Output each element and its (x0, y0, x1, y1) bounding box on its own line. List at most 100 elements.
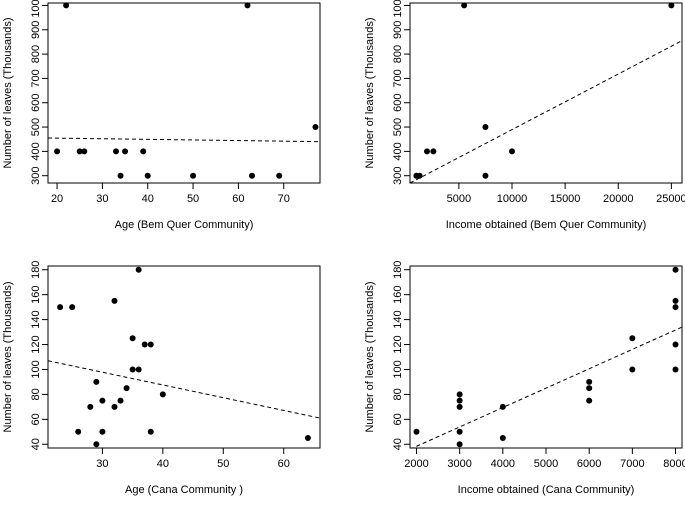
data-point (456, 397, 463, 404)
y-tick-label: 140 (392, 310, 404, 328)
data-point (111, 297, 118, 304)
plot-frame (47, 265, 321, 449)
y-tick-label: 800 (30, 45, 42, 63)
y-tick-label: 100 (30, 360, 42, 378)
y-axis-title: Number of leaves (Thousands) (364, 281, 376, 432)
data-point (482, 124, 489, 131)
y-tick-label: 900 (392, 21, 404, 39)
data-point (672, 366, 679, 373)
x-tick-label: 6000 (577, 458, 601, 470)
trend-line (411, 326, 682, 448)
y-tick-label: 1000 (30, 0, 42, 18)
data-point (75, 428, 82, 435)
x-tick-label: 50 (217, 458, 229, 470)
x-axis-title: Income obtained (Bem Quer Community) (446, 219, 647, 231)
x-tick-label: 30 (96, 458, 108, 470)
y-tick-label: 160 (30, 285, 42, 303)
data-point (76, 148, 83, 155)
x-tick-label: 70 (278, 193, 290, 205)
data-point (586, 397, 593, 404)
data-point (63, 2, 70, 9)
x-tick-label: 30 (96, 193, 108, 205)
y-tick-label: 120 (30, 335, 42, 353)
x-tick-label: 7000 (620, 458, 644, 470)
data-point (123, 385, 130, 392)
x-tick-label: 2000 (404, 458, 428, 470)
data-point (147, 341, 154, 348)
y-tick-label: 600 (30, 94, 42, 112)
y-tick-label: 40 (30, 438, 42, 450)
data-point (249, 172, 255, 179)
data-point (430, 148, 437, 155)
data-point (456, 403, 463, 410)
data-point (190, 172, 197, 179)
data-point (416, 172, 423, 179)
data-point (117, 172, 124, 179)
y-tick-label: 1000 (392, 0, 404, 18)
y-tick-label: 140 (30, 310, 42, 328)
x-axis-title: Age (Cana Community ) (125, 484, 243, 496)
x-tick-label: 4000 (491, 458, 515, 470)
y-tick-label: 80 (392, 388, 404, 400)
y-axis-title: Number of leaves (Thousands) (2, 281, 14, 432)
plot-frame (409, 2, 683, 184)
data-point (135, 266, 142, 273)
data-point (69, 304, 76, 311)
y-axis-title: Number of leaves (Thousands) (2, 17, 14, 168)
y-tick-label: 120 (392, 335, 404, 353)
data-point (57, 304, 64, 311)
x-tick-label: 10000 (497, 193, 528, 205)
y-tick-label: 500 (392, 118, 404, 136)
y-tick-label: 300 (392, 167, 404, 185)
data-point (159, 391, 166, 398)
x-tick-label: 40 (157, 458, 169, 470)
data-point (141, 341, 148, 348)
data-point (424, 148, 430, 155)
x-tick-label: 20000 (603, 193, 634, 205)
y-tick-label: 180 (30, 261, 42, 279)
data-point (413, 428, 420, 435)
y-tick-label: 160 (392, 285, 404, 303)
data-point (586, 378, 593, 385)
x-tick-label: 5000 (534, 458, 558, 470)
x-tick-label: 8000 (663, 458, 685, 470)
y-tick-label: 60 (392, 413, 404, 425)
x-tick-label: 3000 (447, 458, 471, 470)
data-point (111, 403, 118, 410)
x-tick-label: 15000 (550, 193, 581, 205)
x-tick-label: 40 (142, 193, 154, 205)
data-point (456, 441, 463, 448)
y-tick-label: 700 (30, 69, 42, 87)
data-point (122, 148, 129, 155)
y-tick-label: 180 (392, 261, 404, 279)
data-point (629, 366, 636, 373)
data-point (456, 428, 463, 435)
x-tick-label: 5000 (447, 193, 471, 205)
x-axis-title: Age (Bem Quer Community) (115, 219, 254, 231)
panel-income-cana: 2000 3000 4000 5000 6000 7000 8000 40 60 80 100 120… (364, 261, 685, 496)
data-point (244, 2, 251, 9)
y-tick-label: 100 (392, 360, 404, 378)
data-point (304, 435, 311, 442)
data-point (81, 148, 88, 155)
data-point (672, 304, 679, 311)
data-point (117, 397, 124, 404)
data-point (586, 385, 593, 392)
data-point (672, 297, 679, 304)
x-tick-label: 50 (187, 193, 199, 205)
y-tick-label: 600 (392, 94, 404, 112)
x-tick-label: 60 (232, 193, 244, 205)
panel-age-cana: 30 40 50 60 40 60 80 100 120 140 160 180 Age (Cana C… (2, 261, 321, 496)
data-point (144, 172, 151, 179)
data-point (135, 366, 142, 373)
data-point (509, 148, 515, 155)
data-point (499, 435, 506, 442)
data-point (672, 341, 679, 348)
x-tick-label: 20 (51, 193, 63, 205)
data-point (276, 172, 283, 179)
x-tick-label: 60 (278, 458, 290, 470)
y-tick-label: 60 (30, 413, 42, 425)
y-tick-label: 300 (30, 167, 42, 185)
trend-line (48, 137, 320, 143)
